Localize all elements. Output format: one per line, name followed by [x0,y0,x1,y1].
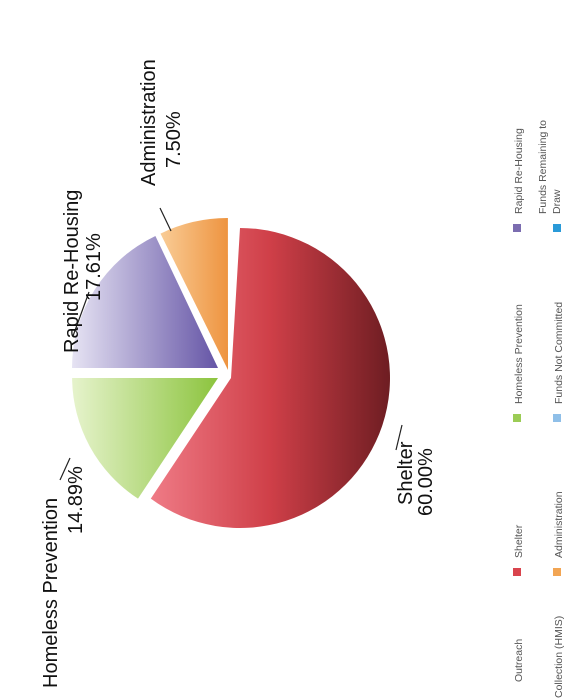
legend-swatch-homeless-prevention [513,414,521,422]
legend-swatch-rapid-re-housing [513,224,521,232]
label-administration-pct: 7.50% [163,111,185,168]
legend: Outreach Collection (HMIS) Shelter Admin… [513,117,565,698]
label-administration-name: Administration [138,59,160,186]
legend-swatch-funds-remaining-to-draw [553,224,561,232]
slice-homeless-prevention [72,378,218,499]
legend-swatch-shelter [513,568,521,576]
legend-label-administration: Administration [553,491,565,558]
legend-label-shelter: Shelter [513,524,525,558]
slice-labels: Rapid Re-Housing 17.61% Administration 7… [40,59,437,688]
legend-label-funds-not-committed: Funds Not Committed [553,302,565,404]
legend-swatch-administration [553,568,561,576]
legend-label-funds-remaining-line: Funds Remaining to [537,120,549,214]
leader-lines [59,207,403,481]
slice-shelter [150,228,390,528]
legend-label-funds-remaining-to-draw: Funds Remaining to Draw [537,117,563,214]
legend-swatch-funds-not-committed [553,414,561,422]
label-rapid-re-housing-name: Rapid Re-Housing [61,190,83,353]
legend-label-homeless-prevention: Homeless Prevention [513,304,525,404]
pie-slices [71,217,390,528]
label-homeless-prevention-name: Homeless Prevention [40,498,62,688]
legend-label-rapid-re-housing: Rapid Re-Housing [513,128,525,214]
slice-rapid-re-housing [71,236,218,368]
label-shelter-pct: 60.00% [415,448,437,516]
legend-label-collection-hmis: Collection (HMIS) [553,616,565,698]
label-rapid-re-housing-pct: 17.61% [83,233,105,301]
legend-label-outreach: Outreach [513,639,525,682]
label-shelter-name: Shelter [395,441,417,505]
label-homeless-prevention-pct: 14.89% [65,466,87,534]
legend-label-draw-line: Draw [551,189,563,214]
slice-administration [160,217,228,370]
